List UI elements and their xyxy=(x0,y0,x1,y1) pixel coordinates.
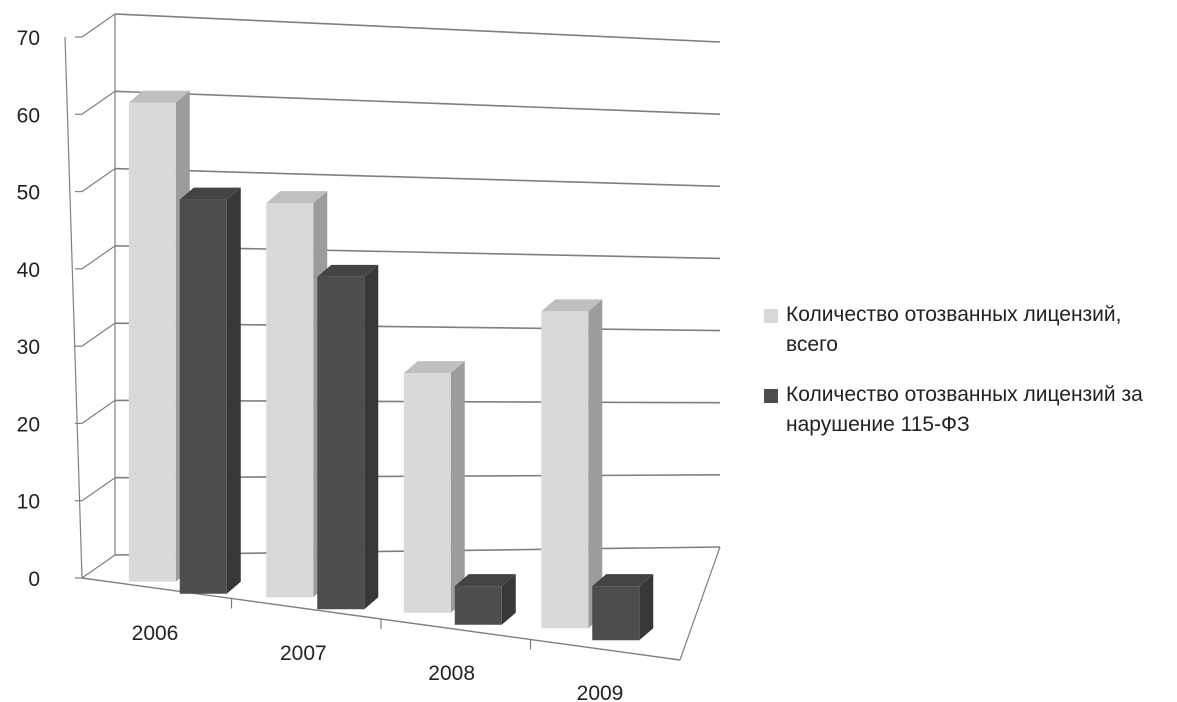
y-tick-label: 70 xyxy=(17,27,40,50)
bar-total-2008 xyxy=(403,361,465,613)
legend-label-total: Количество отозванных лицензий, всего xyxy=(786,303,1122,356)
bar-side xyxy=(226,187,241,594)
bar-side xyxy=(364,264,379,610)
y-tick-label: 0 xyxy=(28,568,40,591)
side-gridline xyxy=(81,168,116,193)
side-gridline xyxy=(81,477,116,502)
legend-label-115fz: Количество отозванных лицензий за наруше… xyxy=(786,383,1143,436)
bar-front xyxy=(403,373,451,613)
bar-top xyxy=(266,191,328,204)
bar-top xyxy=(592,574,654,587)
bar-side xyxy=(588,299,603,629)
bar-front xyxy=(266,203,314,598)
bar-side xyxy=(450,361,465,613)
bar-front xyxy=(179,199,227,594)
side-gridline xyxy=(81,554,116,579)
bar-top xyxy=(541,299,603,312)
bar-115fz-2008 xyxy=(454,574,516,625)
y-axis xyxy=(64,36,83,579)
x-tick-label: 2008 xyxy=(428,662,475,685)
legend-item-115fz: Количество отозванных лицензий за наруше… xyxy=(764,380,1174,440)
y-tick-label: 40 xyxy=(17,259,40,282)
gridline xyxy=(114,13,721,43)
bar-top xyxy=(317,264,379,277)
legend-item-total: Количество отозванных лицензий, всего xyxy=(764,300,1174,360)
bar-115fz-2006 xyxy=(179,187,241,594)
side-gridline xyxy=(81,245,116,270)
bar-front xyxy=(128,102,176,582)
side-gridline xyxy=(81,322,116,347)
bar-side xyxy=(639,574,654,641)
y-tick-label: 20 xyxy=(17,413,40,436)
bar-top xyxy=(403,361,465,374)
bar-front xyxy=(317,276,365,610)
y-tick-label: 50 xyxy=(17,182,40,205)
legend-swatch-total xyxy=(764,309,778,323)
bar-top xyxy=(128,90,190,103)
legend-swatch-115fz xyxy=(764,389,778,403)
legend: Количество отозванных лицензий, всего Ко… xyxy=(764,300,1174,460)
x-tick-label: 2009 xyxy=(577,682,624,702)
bar-top xyxy=(179,187,241,200)
side-gridline xyxy=(81,90,116,115)
bar-total-2009 xyxy=(541,299,603,629)
bar-front xyxy=(541,311,589,629)
x-tick-label: 2007 xyxy=(280,642,327,665)
gridline xyxy=(114,90,721,115)
y-tick-label: 10 xyxy=(17,491,40,514)
floor-right-edge xyxy=(679,546,721,661)
y-tick-label: 30 xyxy=(17,336,40,359)
side-gridline xyxy=(81,399,116,424)
bar-front xyxy=(592,586,640,641)
x-tick-label: 2006 xyxy=(132,622,179,645)
bar-front xyxy=(454,586,502,625)
bar-115fz-2007 xyxy=(317,264,379,610)
y-tick-label: 60 xyxy=(17,104,40,127)
side-gridline xyxy=(81,13,116,38)
bar-side xyxy=(501,574,516,625)
bar-top xyxy=(454,574,516,587)
bar-115fz-2009 xyxy=(592,574,654,641)
gridline xyxy=(114,167,721,188)
